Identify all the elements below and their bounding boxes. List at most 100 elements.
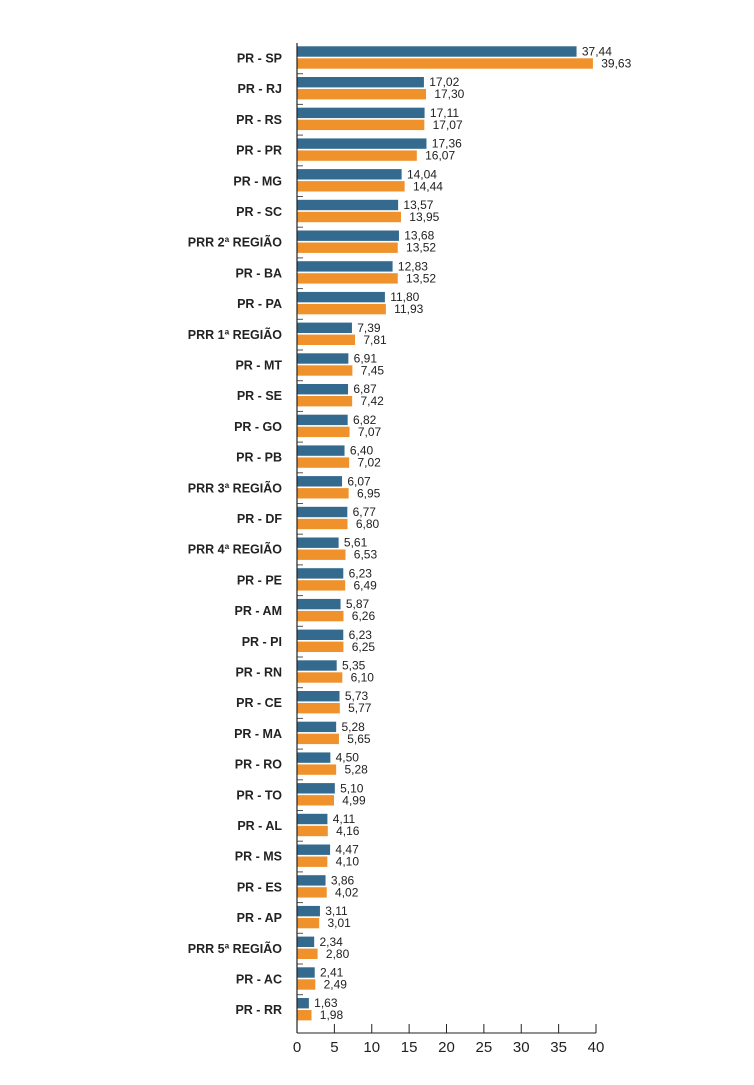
value-label: 5,87 xyxy=(346,597,370,611)
category-label: PR - MT xyxy=(235,359,282,373)
value-label: 7,81 xyxy=(363,333,387,347)
bar-series-1 xyxy=(296,383,349,396)
value-label: 4,10 xyxy=(336,855,360,869)
value-label: 6,23 xyxy=(349,566,373,580)
bar-series-1 xyxy=(296,751,331,764)
bar-series-1 xyxy=(296,475,343,488)
bar-series-2 xyxy=(296,763,337,776)
bar-series-1 xyxy=(296,536,340,549)
value-label: 4,11 xyxy=(333,812,356,826)
value-label: 14,44 xyxy=(413,179,443,193)
bar-series-2 xyxy=(296,211,402,223)
value-label: 6,49 xyxy=(354,578,378,592)
bar-series-2 xyxy=(296,333,356,346)
category-label: PR - SE xyxy=(237,389,282,403)
value-label: 5,61 xyxy=(344,536,368,550)
bar-series-1 xyxy=(296,291,386,303)
bar-series-1 xyxy=(296,137,428,150)
x-tick-label: 10 xyxy=(363,1039,380,1056)
value-label: 1,98 xyxy=(320,1008,344,1022)
bar-series-1 xyxy=(296,352,349,365)
bar-series-2 xyxy=(296,548,347,561)
value-label: 6,25 xyxy=(352,640,376,654)
category-label: PR - CE xyxy=(236,696,282,710)
bar-series-2 xyxy=(296,395,353,408)
bar-series-2 xyxy=(296,119,425,131)
category-label: PR - PA xyxy=(237,297,282,311)
bar-series-2 xyxy=(296,1009,313,1022)
value-label: 13,52 xyxy=(406,271,436,285)
category-label: PR - PR xyxy=(236,144,282,158)
category-label: PR - AC xyxy=(236,973,282,987)
value-label: 4,16 xyxy=(336,824,360,838)
value-label: 6,26 xyxy=(352,609,376,623)
value-label: 4,02 xyxy=(335,885,359,899)
category-label: PR - AP xyxy=(237,911,282,925)
bar-series-1 xyxy=(296,107,426,119)
bar-series-2 xyxy=(296,733,340,745)
value-label: 7,07 xyxy=(358,425,382,439)
x-tick-label: 30 xyxy=(513,1039,530,1056)
value-label: 5,28 xyxy=(344,763,368,777)
value-label: 3,86 xyxy=(331,873,355,887)
value-label: 17,07 xyxy=(433,118,463,132)
value-label: 16,07 xyxy=(425,149,455,163)
value-label: 3,01 xyxy=(327,916,351,930)
value-label: 6,80 xyxy=(356,517,380,531)
bar-series-2 xyxy=(296,303,387,315)
bar-series-1 xyxy=(296,843,331,856)
bar-series-1 xyxy=(296,997,310,1010)
category-label: PR - PE xyxy=(237,573,282,587)
x-tick-label: 35 xyxy=(550,1039,567,1056)
value-label: 14,04 xyxy=(407,167,437,181)
bar-series-1 xyxy=(296,260,394,273)
value-label: 6,40 xyxy=(350,444,374,458)
bar-series-1 xyxy=(296,628,344,641)
bar-series-1 xyxy=(296,321,353,334)
value-label: 5,28 xyxy=(341,720,365,734)
value-label: 2,34 xyxy=(319,935,343,949)
bar-series-2 xyxy=(296,579,346,592)
value-label: 39,63 xyxy=(601,57,631,71)
bar-series-1 xyxy=(296,905,321,917)
value-label: 12,83 xyxy=(398,259,428,273)
bar-series-2 xyxy=(296,456,350,469)
category-label: PR - DF xyxy=(237,512,283,526)
value-label: 4,99 xyxy=(342,793,366,807)
value-label: 7,02 xyxy=(357,456,381,470)
value-label: 5,77 xyxy=(348,701,372,715)
value-label: 7,42 xyxy=(360,394,384,408)
value-label: 6,91 xyxy=(354,352,378,366)
bar-series-2 xyxy=(296,794,335,807)
value-label: 2,41 xyxy=(320,966,344,980)
bar-series-2 xyxy=(296,88,427,100)
x-tick-label: 25 xyxy=(476,1039,493,1056)
value-label: 13,57 xyxy=(403,198,433,212)
category-label: PRR 3ª REGIÃO xyxy=(188,480,283,495)
category-label: PR - RR xyxy=(235,1003,282,1017)
bar-series-2 xyxy=(296,947,319,960)
x-tick-label: 5 xyxy=(330,1039,338,1056)
bar-series-2 xyxy=(296,272,399,285)
value-label: 17,36 xyxy=(432,137,462,151)
value-label: 17,02 xyxy=(429,75,459,89)
value-label: 3,11 xyxy=(325,904,348,918)
category-label: PR - SP xyxy=(237,52,282,66)
bar-series-1 xyxy=(296,935,315,948)
category-label: PR - RO xyxy=(235,758,283,772)
bar-series-2 xyxy=(296,917,320,929)
category-label: PR - RS xyxy=(236,113,282,127)
value-label: 1,63 xyxy=(314,996,338,1010)
value-label: 6,23 xyxy=(349,628,373,642)
bar-series-1 xyxy=(296,567,344,580)
value-label: 5,73 xyxy=(345,689,369,703)
bar-series-1 xyxy=(296,721,337,733)
bar-series-2 xyxy=(296,487,350,500)
value-label: 6,87 xyxy=(353,382,377,396)
bar-series-2 xyxy=(296,610,345,622)
category-label: PR - AM xyxy=(235,604,282,618)
bar-series-1 xyxy=(296,168,403,181)
bar-series-1 xyxy=(296,874,327,887)
category-label: PR - MG xyxy=(233,174,282,188)
bar-series-1 xyxy=(296,45,578,58)
